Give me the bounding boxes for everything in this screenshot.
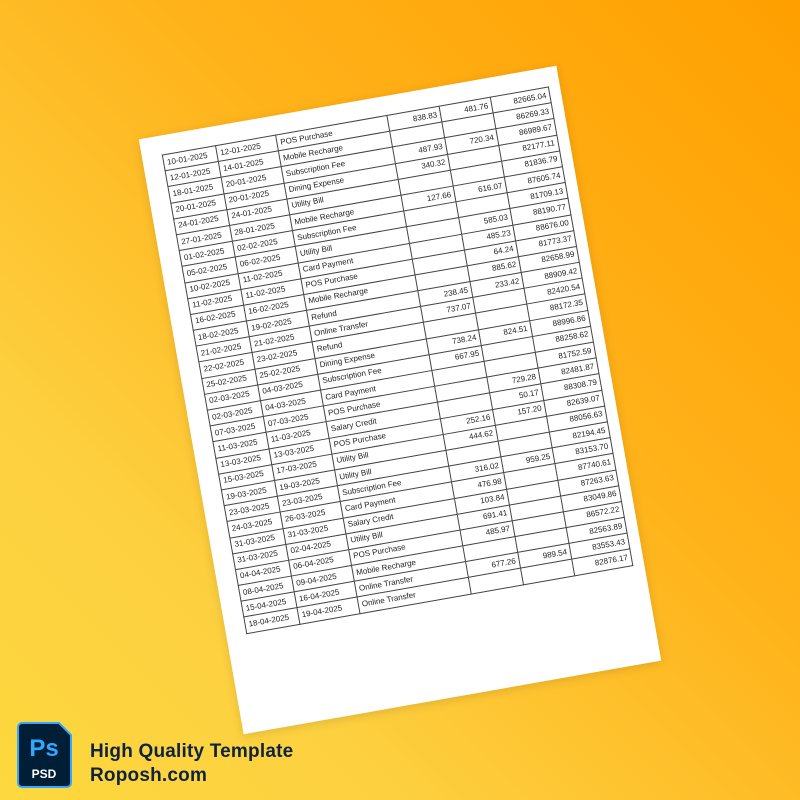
transactions-table: 10-01-2025 12-01-2025 POS Purchase 838.83 48…	[162, 86, 634, 634]
logo-text: Ps	[29, 735, 58, 762]
photoshop-psd-icon: Ps PSD	[17, 722, 72, 788]
brand-site: Roposh.com	[90, 765, 208, 786]
statement-page: 10-01-2025 12-01-2025 POS Purchase 838.83 48…	[138, 65, 662, 735]
logo-subtext: PSD	[32, 767, 57, 781]
brand-tagline: High Quality Template	[90, 741, 294, 762]
